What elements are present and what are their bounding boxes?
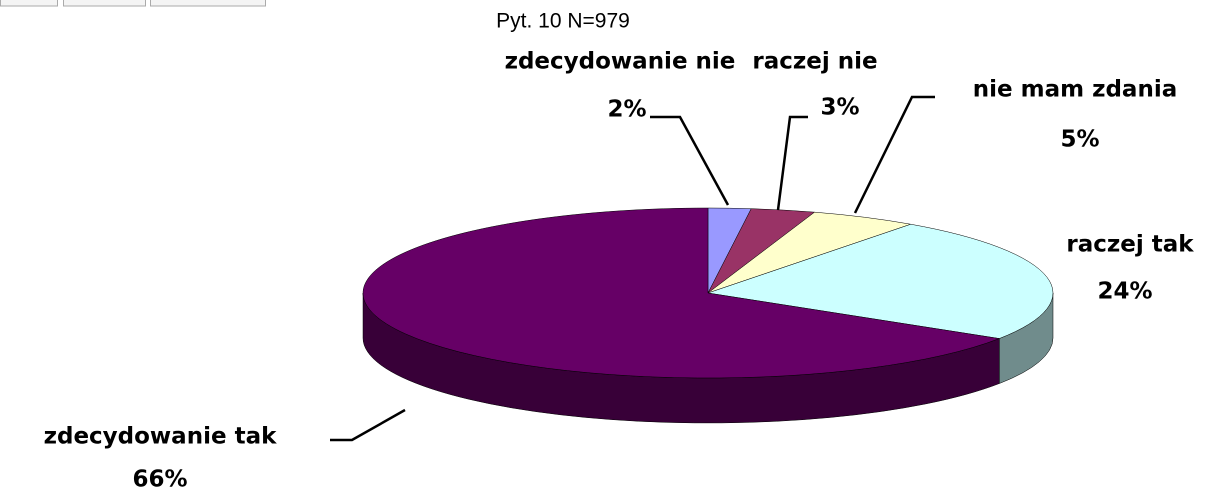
chart-title: Pyt. 10 N=979 [496, 10, 630, 33]
value-label: 24% [1097, 279, 1152, 305]
value-label: 66% [132, 467, 187, 491]
slice-label: raczej nie [752, 49, 877, 75]
slice-label: zdecydowanie nie [505, 49, 736, 75]
toolbar-button[interactable] [150, 0, 266, 7]
leader-line [853, 95, 935, 214]
pie-slice [362, 207, 1001, 379]
slice-label: nie mam zdania [973, 77, 1177, 103]
toolbar-button[interactable] [63, 0, 146, 7]
value-label: 3% [820, 95, 859, 121]
value-label: 5% [1060, 127, 1099, 153]
value-label: 2% [607, 97, 646, 123]
leader-line [776, 115, 808, 211]
slice-label: raczej tak [1066, 232, 1194, 258]
leader-line [650, 115, 730, 206]
leader-line [330, 408, 406, 442]
pie-slice [707, 223, 1054, 339]
slice-label: zdecydowanie tak [44, 424, 277, 450]
toolbar-button[interactable] [0, 0, 58, 7]
